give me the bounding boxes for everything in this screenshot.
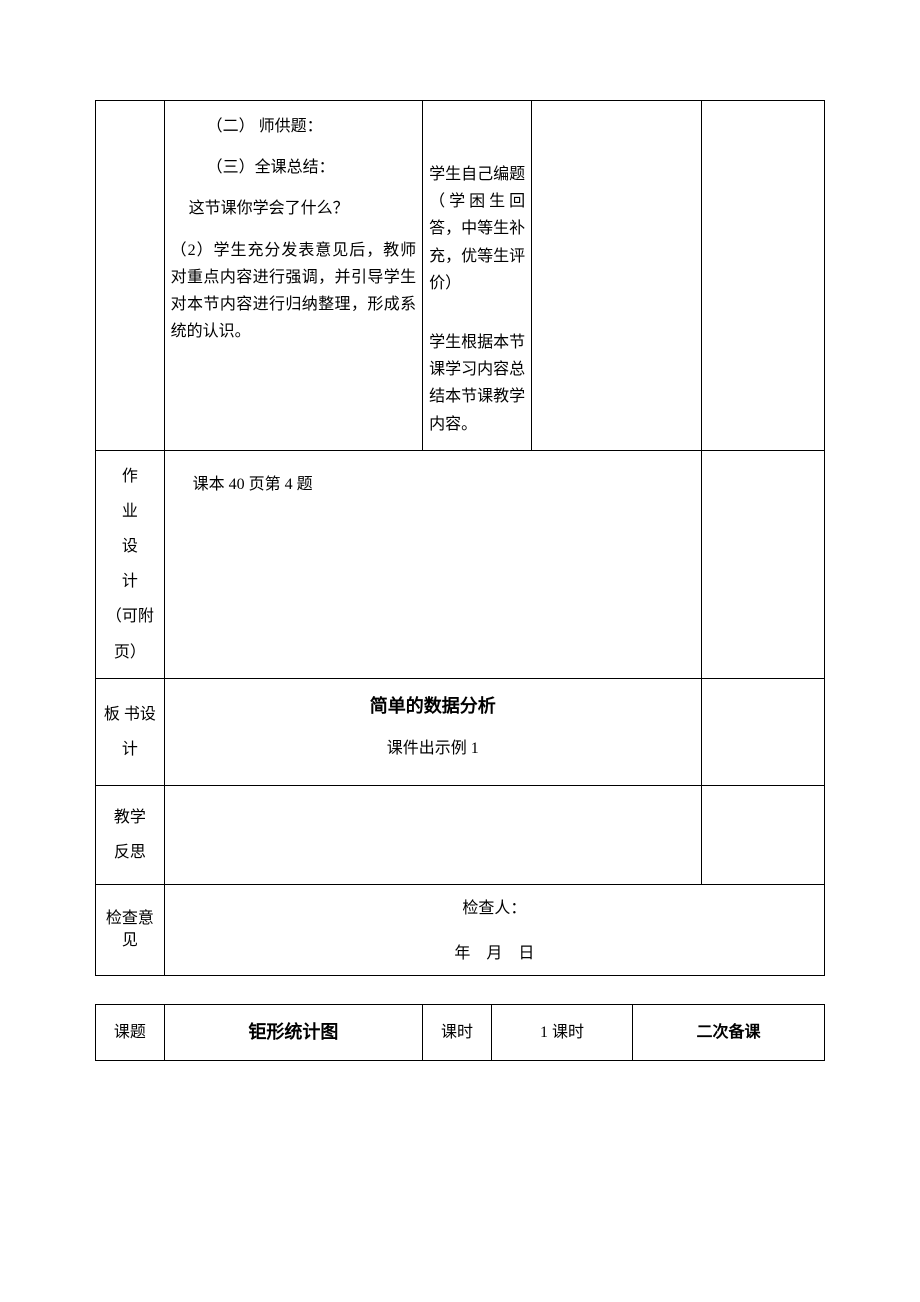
hdr-topic-label: 课题 bbox=[96, 1005, 165, 1061]
teach-line-1: （二） 师供题： bbox=[171, 113, 416, 140]
inspect-label-text: 检查意见 bbox=[102, 908, 158, 953]
hw-label-1: 作 bbox=[102, 459, 158, 494]
inspector-line: 检查人： bbox=[171, 895, 818, 922]
teach-line-2: （三）全课总结： bbox=[171, 154, 416, 181]
hdr-topic-value: 钜形统计图 bbox=[164, 1005, 422, 1061]
row-teaching-blank2 bbox=[701, 101, 824, 451]
row-homework-content: 课本 40 页第 4 题 bbox=[164, 450, 701, 678]
hdr-second-prep: 二次备课 bbox=[633, 1005, 825, 1061]
row-teaching-content: （二） 师供题： （三）全课总结： 这节课你学会了什么？ （2）学生充分发表意见… bbox=[164, 101, 422, 451]
row-homework-label: 作 业 设 计 （可附页） bbox=[96, 450, 165, 678]
row-board-content: 简单的数据分析 课件出示例 1 bbox=[164, 678, 701, 785]
row-teaching: （二） 师供题： （三）全课总结： 这节课你学会了什么？ （2）学生充分发表意见… bbox=[96, 101, 825, 451]
inspect-date-line: 年 月 日 bbox=[171, 940, 818, 967]
row-teaching-student: 学生自己编题（学困生回答，中等生补充，优等生评价） 学生根据本节课学习内容总结本… bbox=[423, 101, 532, 451]
hdr-period-value: 1 课时 bbox=[491, 1005, 632, 1061]
student-para-1: 学生自己编题（学困生回答，中等生补充，优等生评价） bbox=[429, 161, 525, 297]
reflect-label-1: 教学 bbox=[100, 800, 160, 835]
hdr-period-label: 课时 bbox=[423, 1005, 492, 1061]
hw-label-4: 计 bbox=[102, 564, 158, 599]
row-reflect-content bbox=[164, 785, 701, 884]
row-homework-blank bbox=[701, 450, 824, 678]
row-teaching-label bbox=[96, 101, 165, 451]
reflect-label-2: 反思 bbox=[100, 835, 160, 870]
lesson-header-row: 课题 钜形统计图 课时 1 课时 二次备课 bbox=[96, 1005, 825, 1061]
hw-label-3: 设 bbox=[102, 529, 158, 564]
row-reflect-label: 教学 反思 bbox=[96, 785, 165, 884]
board-label-text: 板 书设计 bbox=[102, 697, 158, 767]
row-board-label: 板 书设计 bbox=[96, 678, 165, 785]
row-inspect-label: 检查意见 bbox=[96, 884, 165, 975]
teach-line-4: （2）学生充分发表意见后，教师对重点内容进行强调，并引导学生对本节内容进行归纳整… bbox=[171, 237, 416, 346]
hw-label-2: 业 bbox=[102, 494, 158, 529]
row-board-design: 板 书设计 简单的数据分析 课件出示例 1 bbox=[96, 678, 825, 785]
row-reflect: 教学 反思 bbox=[96, 785, 825, 884]
row-reflect-blank bbox=[701, 785, 824, 884]
teach-line-3: 这节课你学会了什么？ bbox=[171, 195, 416, 222]
board-sub: 课件出示例 1 bbox=[171, 735, 695, 762]
board-title: 简单的数据分析 bbox=[171, 691, 695, 722]
student-para-2: 学生根据本节课学习内容总结本节课教学内容。 bbox=[429, 329, 525, 438]
row-inspect: 检查意见 检查人： 年 月 日 bbox=[96, 884, 825, 975]
hw-text: 课本 40 页第 4 题 bbox=[193, 471, 695, 498]
hw-label-5: （可附页） bbox=[102, 599, 158, 669]
row-inspect-content: 检查人： 年 月 日 bbox=[164, 884, 824, 975]
lesson-plan-table: （二） 师供题： （三）全课总结： 这节课你学会了什么？ （2）学生充分发表意见… bbox=[95, 100, 825, 976]
row-board-blank bbox=[701, 678, 824, 785]
lesson-header-table: 课题 钜形统计图 课时 1 课时 二次备课 bbox=[95, 1004, 825, 1061]
row-teaching-blank1 bbox=[532, 101, 702, 451]
row-homework: 作 业 设 计 （可附页） 课本 40 页第 4 题 bbox=[96, 450, 825, 678]
